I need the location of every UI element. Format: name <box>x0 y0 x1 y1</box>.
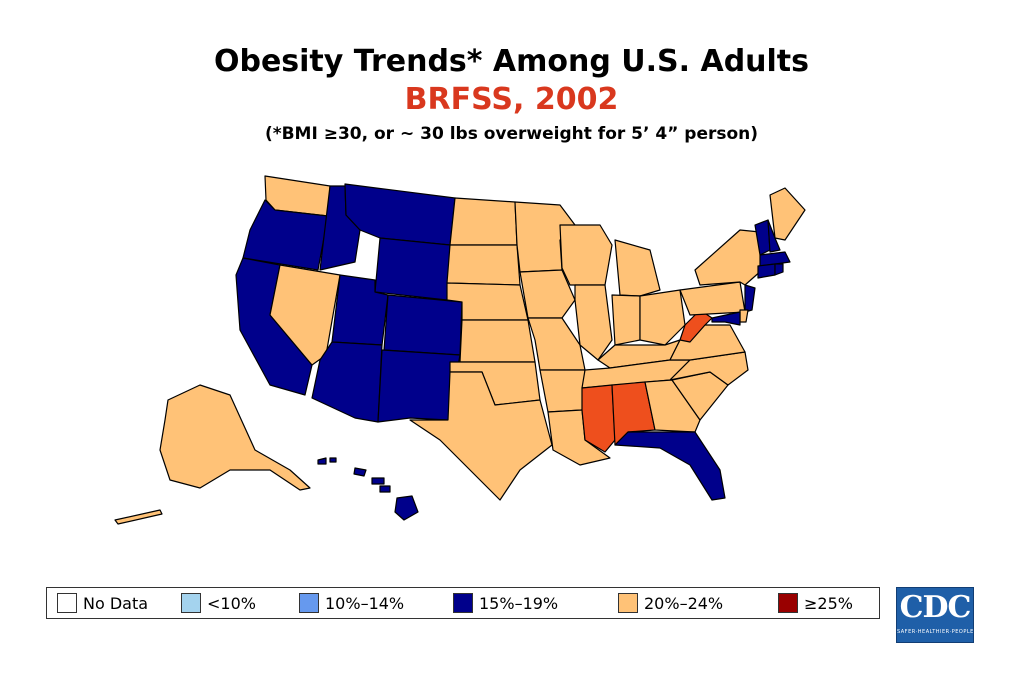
cdc-logo-tagline: SAFER·HEALTHIER·PEOPLE <box>897 629 974 635</box>
state-wyoming <box>374 237 451 301</box>
state-rhode-island <box>774 263 784 276</box>
state-michigan <box>614 239 661 297</box>
legend-label: No Data <box>83 593 149 613</box>
state-oregon <box>242 199 329 271</box>
state-maine <box>769 187 806 241</box>
state-massachusetts <box>759 251 791 267</box>
legend-item: 15%–19% <box>453 593 558 613</box>
state-colorado <box>383 294 463 356</box>
legend-swatch <box>453 593 473 613</box>
state-new-mexico <box>377 349 461 423</box>
state-new-hampshire <box>767 219 781 253</box>
state-hawaii-2 <box>329 457 337 463</box>
state-ohio <box>639 289 686 346</box>
state-north-dakota <box>449 197 518 246</box>
legend-item: 20%–24% <box>618 593 723 613</box>
state-new-york <box>694 229 763 286</box>
legend-label: 10%–14% <box>325 593 405 613</box>
state-iowa <box>519 269 576 319</box>
state-wisconsin <box>559 224 613 286</box>
legend-swatch <box>299 593 319 613</box>
state-texas <box>409 371 553 501</box>
state-hawaii-5 <box>379 485 391 493</box>
state-maryland <box>711 311 741 326</box>
state-delaware <box>739 309 749 323</box>
state-arkansas <box>539 369 586 413</box>
state-georgia <box>644 379 701 433</box>
state-connecticut <box>757 263 776 279</box>
legend-item: 10%–14% <box>299 593 404 613</box>
legend-swatch <box>57 593 77 613</box>
legend-label: <10% <box>207 593 256 613</box>
state-pennsylvania <box>679 281 746 316</box>
legend-item: ≥25% <box>778 593 853 613</box>
state-kansas <box>459 319 536 363</box>
state-hawaii-big <box>394 495 419 521</box>
legend-swatch <box>181 593 201 613</box>
state-alaska-chain <box>114 509 163 525</box>
legend: No Data <10% 10%–14% 15%–19% 20%–24% ≥25% <box>46 587 880 619</box>
state-hawaii-4 <box>371 477 385 485</box>
legend-item: <10% <box>181 593 256 613</box>
cdc-logo-text: CDC <box>899 590 972 625</box>
page-subtitle: BRFSS, 2002 <box>404 82 619 117</box>
legend-label: 20%–24% <box>644 593 724 613</box>
legend-label: 15%–19% <box>479 593 559 613</box>
legend-item: No Data <box>57 593 148 613</box>
state-alaska <box>159 384 311 491</box>
cdc-logo: CDC SAFER·HEALTHIER·PEOPLE <box>896 587 974 643</box>
state-indiana <box>611 294 641 346</box>
state-alabama <box>611 381 656 446</box>
state-florida <box>614 431 726 501</box>
page-title: Obesity Trends* Among U.S. Adults <box>213 44 810 79</box>
state-montana <box>344 183 456 246</box>
state-missouri <box>527 317 586 371</box>
state-arizona <box>311 341 383 423</box>
state-hawaii-3 <box>353 467 367 477</box>
state-south-dakota <box>446 244 521 286</box>
page-note: (*BMI ≥30, or ~ 30 lbs overweight for 5’… <box>264 124 759 144</box>
legend-swatch <box>618 593 638 613</box>
state-nevada <box>269 264 341 366</box>
state-hawaii-1 <box>317 457 327 465</box>
legend-label: ≥25% <box>804 593 853 613</box>
state-new-jersey <box>744 284 756 313</box>
legend-swatch <box>778 593 798 613</box>
